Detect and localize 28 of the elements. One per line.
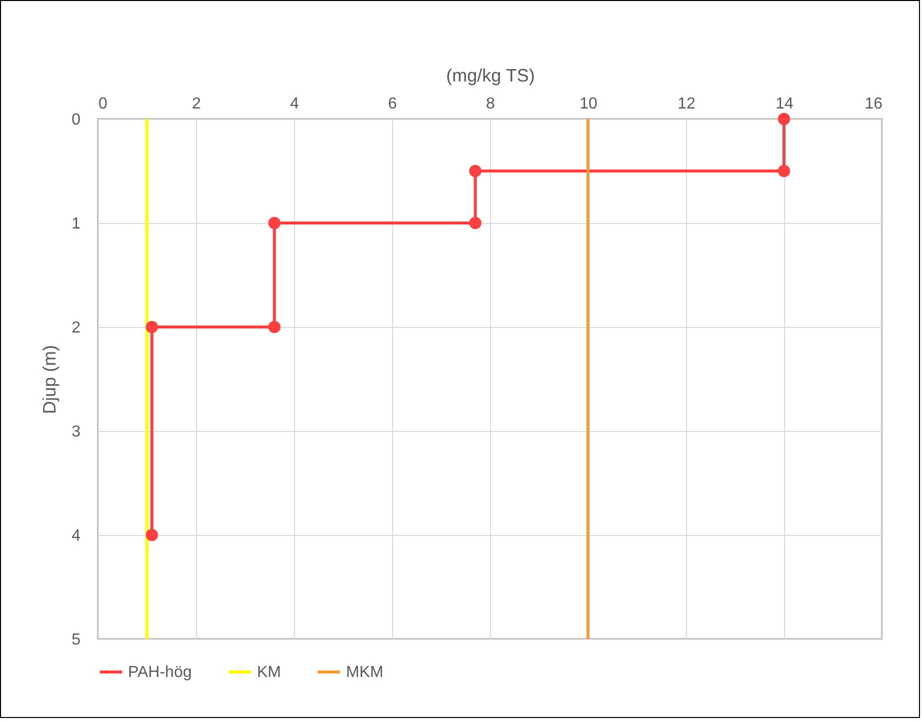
point [146, 320, 158, 334]
legend-label: PAH-hög [128, 664, 192, 681]
point [268, 216, 281, 230]
x-tick-label: 14 [776, 96, 794, 112]
x-axis-title: (mg/kg TS) [446, 66, 535, 86]
point [146, 528, 158, 542]
x-tick-label: 2 [192, 96, 202, 112]
y-tick-label: 0 [72, 112, 81, 128]
x-tick-label: 8 [486, 96, 496, 112]
legend-label: MKM [346, 664, 384, 681]
x-tick-label: 16 [864, 96, 883, 112]
point [469, 164, 482, 178]
x-tick-label: 0 [98, 96, 108, 112]
y-tick-label: 5 [72, 632, 81, 648]
legend-label: KM [257, 664, 281, 681]
y-tick-label: 3 [72, 424, 81, 440]
point [778, 112, 790, 126]
point [268, 320, 281, 334]
point [469, 216, 482, 230]
point [778, 164, 790, 178]
x-tick-label: 10 [580, 96, 598, 112]
y-tick-label: 4 [72, 528, 81, 544]
x-tick-label: 4 [290, 96, 300, 112]
y-tick-label: 1 [72, 216, 81, 232]
x-tick-label: 6 [388, 96, 398, 112]
y-tick-label: 2 [72, 320, 81, 336]
x-tick-label: 12 [678, 96, 696, 112]
y-axis-title: Djup (m) [40, 344, 60, 414]
